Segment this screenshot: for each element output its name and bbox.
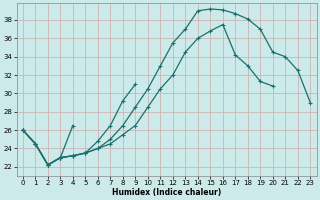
X-axis label: Humidex (Indice chaleur): Humidex (Indice chaleur) bbox=[112, 188, 221, 197]
